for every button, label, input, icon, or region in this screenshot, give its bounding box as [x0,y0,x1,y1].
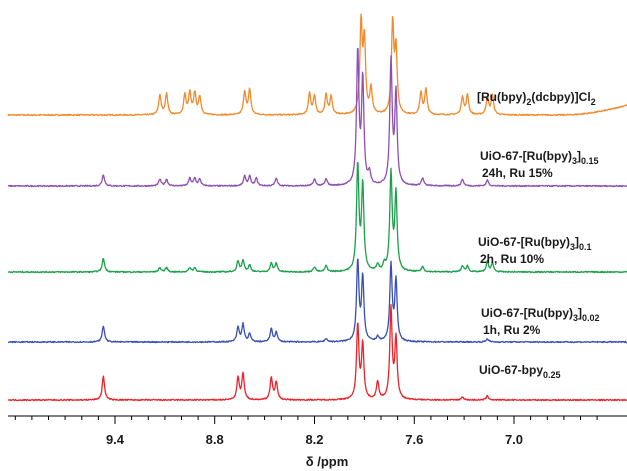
sample-conditions-4: 1h, Ru 2% [483,323,541,337]
sample-label-5-part-1: UiO-67-bpy [479,363,543,377]
sample-label-4: UiO-67-[Ru(bpy)3]0.02 [481,306,600,323]
x-tick-label: 8.2 [305,432,323,447]
sample-label-1-part-4: 2 [591,97,596,107]
sample-label-2-part-4: 0.15 [581,156,599,166]
sample-label-1-part-1: [Ru(bpy) [477,90,526,104]
spectrum-trace-1 [7,13,627,117]
sample-conditions-2: 24h, Ru 15% [482,166,553,180]
x-axis-title: δ /ppm [306,454,349,469]
sample-label-3-part-4: 0.1 [579,242,592,252]
sample-label-4-part-2: 3 [573,313,578,323]
sample-label-1-part-3: (dcbpy)]Cl [531,90,590,104]
sample-label-4-part-3: ] [578,306,582,320]
sample-label-4-part-4: 0.02 [582,313,600,323]
spectrum-trace-2 [7,47,627,188]
sample-label-5: UiO-67-bpy0.25 [479,363,561,380]
sample-conditions-3: 2h, Ru 10% [480,252,544,266]
sample-label-2-part-3: ] [577,149,581,163]
x-tick-label: 9.4 [106,432,125,447]
sample-label-2-part-1: UiO-67-[Ru(bpy) [480,149,572,163]
sample-label-2: UiO-67-[Ru(bpy)3]0.15 [480,149,599,166]
x-tick-label: 8.8 [206,432,224,447]
sample-label-3-part-1: UiO-67-[Ru(bpy) [478,235,570,249]
x-axis: 9.4 8.8 8.2 7.6 7.0 [8,415,627,447]
sample-label-2-part-2: 3 [572,156,577,166]
sample-labels: [Ru(bpy)2(dcbpy)]Cl2UiO-67-[Ru(bpy)3]0.1… [477,90,600,380]
spectrum-trace-4 [7,258,627,344]
sample-label-4-part-1: UiO-67-[Ru(bpy) [481,306,573,320]
spectrum-trace-5 [7,303,627,402]
spectrum-trace-3 [7,161,627,274]
x-tick-label: 7.0 [505,432,523,447]
sample-label-5-part-2: 0.25 [543,370,561,380]
spectra-layer [7,13,627,402]
sample-label-3: UiO-67-[Ru(bpy)3]0.1 [478,235,592,252]
sample-label-3-part-2: 3 [570,242,575,252]
sample-label-1-part-2: 2 [526,97,531,107]
x-tick-label: 7.6 [405,432,423,447]
sample-label-1: [Ru(bpy)2(dcbpy)]Cl2 [477,90,596,107]
sample-label-3-part-3: ] [575,235,579,249]
